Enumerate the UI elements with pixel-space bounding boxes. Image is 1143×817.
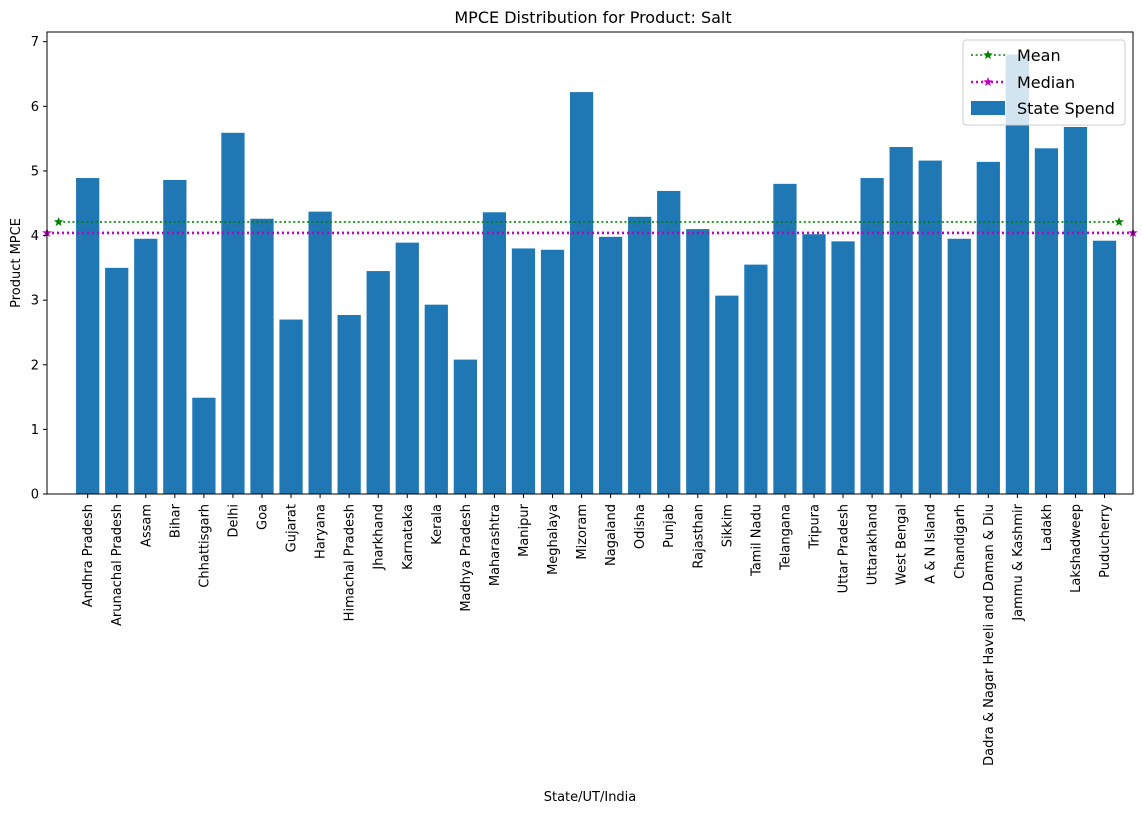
y-tick-label: 3 bbox=[31, 294, 39, 309]
x-tick-label: A & N Island bbox=[924, 504, 939, 584]
bar bbox=[1005, 54, 1029, 494]
x-tick-label: Assam bbox=[139, 504, 154, 547]
bar bbox=[715, 295, 739, 494]
x-tick-label: Meghalaya bbox=[546, 504, 561, 575]
bar bbox=[976, 161, 1000, 494]
x-tick-label: Tamil Nadu bbox=[749, 504, 764, 577]
bars-layer bbox=[76, 54, 1117, 495]
bar bbox=[947, 238, 971, 494]
x-tick-label: Telangana bbox=[778, 504, 793, 571]
x-tick-label: Punjab bbox=[662, 504, 677, 548]
x-tick-label: Madhya Pradesh bbox=[459, 504, 474, 612]
y-tick-label: 4 bbox=[31, 229, 39, 244]
bar bbox=[76, 178, 100, 494]
x-tick-label: Arunachal Pradesh bbox=[110, 504, 125, 626]
bar bbox=[599, 236, 623, 495]
x-tick-label: Haryana bbox=[314, 504, 329, 559]
x-tick-label: Uttar Pradesh bbox=[837, 504, 852, 593]
bar bbox=[860, 178, 884, 494]
bar bbox=[134, 238, 158, 494]
x-tick-label: Rajasthan bbox=[691, 504, 706, 569]
x-tick-label: Jammu & Kashmir bbox=[1011, 503, 1026, 621]
x-axis: Andhra Pradesh Arunachal Pradesh Assam Biha… bbox=[81, 494, 1113, 766]
legend-bar-swatch bbox=[971, 101, 1005, 115]
x-tick-label: Bihar bbox=[168, 503, 183, 538]
y-axis-label: Product MPCE bbox=[9, 218, 24, 308]
x-tick-label: Andhra Pradesh bbox=[81, 504, 96, 607]
x-tick-label: West Bengal bbox=[895, 504, 910, 585]
bar bbox=[686, 229, 710, 495]
y-tick-label: 5 bbox=[31, 164, 39, 179]
chart-title: MPCE Distribution for Product: Salt bbox=[454, 8, 731, 27]
x-tick-label: Nagaland bbox=[604, 504, 619, 566]
legend: Mean Median State Spend bbox=[962, 39, 1126, 126]
bar bbox=[889, 147, 913, 494]
y-tick-label: 0 bbox=[31, 488, 39, 503]
bar bbox=[424, 304, 448, 494]
legend-mean-marker bbox=[983, 50, 993, 60]
bar bbox=[1092, 240, 1117, 494]
legend-label: Mean bbox=[1017, 46, 1061, 65]
bar bbox=[105, 267, 129, 494]
y-tick-label: 2 bbox=[31, 358, 39, 373]
x-tick-label: Karnataka bbox=[401, 504, 416, 570]
bar bbox=[163, 179, 187, 494]
x-tick-label: Chhattisgarh bbox=[197, 504, 212, 588]
x-tick-label: Lakshadweep bbox=[1069, 504, 1084, 593]
x-tick-label: Odisha bbox=[633, 504, 648, 549]
bar bbox=[308, 211, 332, 494]
plot-frame bbox=[46, 31, 1134, 495]
bar bbox=[366, 271, 390, 494]
bar bbox=[802, 234, 826, 494]
legend-label: Median bbox=[1017, 73, 1075, 92]
y-tick-label: 1 bbox=[31, 423, 39, 438]
bar bbox=[773, 183, 797, 494]
bar bbox=[221, 132, 245, 495]
y-tick-label: 7 bbox=[31, 35, 39, 50]
x-tick-label: Maharashtra bbox=[488, 504, 503, 586]
reference-line-marker bbox=[53, 216, 64, 227]
bar bbox=[511, 248, 536, 494]
bar bbox=[453, 359, 477, 494]
x-tick-label: Jharkhand bbox=[372, 504, 387, 571]
x-tick-label: Manipur bbox=[517, 503, 532, 557]
x-axis-label: State/UT/India bbox=[544, 790, 637, 805]
x-tick-label: Dadra & Nagar Haveli and Daman & Diu bbox=[982, 504, 997, 766]
x-tick-label: Delhi bbox=[226, 504, 241, 537]
x-tick-label: Himachal Pradesh bbox=[343, 504, 358, 621]
legend-median-marker bbox=[983, 77, 993, 87]
x-tick-label: Kerala bbox=[430, 504, 445, 545]
bar bbox=[395, 242, 419, 494]
bar bbox=[628, 216, 652, 495]
bar bbox=[1063, 126, 1088, 494]
x-tick-label: Goa bbox=[255, 504, 270, 530]
x-tick-label: Ladakh bbox=[1040, 504, 1055, 551]
x-tick-label: Uttarakhand bbox=[866, 504, 881, 585]
bar bbox=[250, 218, 274, 494]
bar bbox=[192, 397, 216, 494]
x-tick-label: Puducherry bbox=[1098, 504, 1113, 578]
x-tick-label: Mizoram bbox=[575, 504, 590, 560]
y-axis: 0 1 2 3 4 5 6 7 bbox=[31, 35, 47, 503]
bar bbox=[918, 160, 942, 495]
x-tick-label: Chandigarh bbox=[953, 504, 968, 579]
bar bbox=[540, 249, 565, 494]
reference-line-marker bbox=[1114, 216, 1124, 227]
bar bbox=[657, 190, 681, 494]
bar bbox=[337, 315, 361, 494]
bar bbox=[744, 264, 768, 494]
bar bbox=[279, 319, 303, 494]
x-tick-label: Tripura bbox=[807, 504, 822, 550]
bar bbox=[831, 241, 855, 494]
x-tick-label: Gujarat bbox=[285, 504, 300, 552]
bar bbox=[1034, 148, 1059, 495]
x-tick-label: Sikkim bbox=[720, 504, 735, 547]
bar bbox=[569, 92, 594, 494]
bar bbox=[482, 212, 507, 494]
y-tick-label: 6 bbox=[31, 100, 39, 115]
legend-label: State Spend bbox=[1017, 99, 1115, 118]
